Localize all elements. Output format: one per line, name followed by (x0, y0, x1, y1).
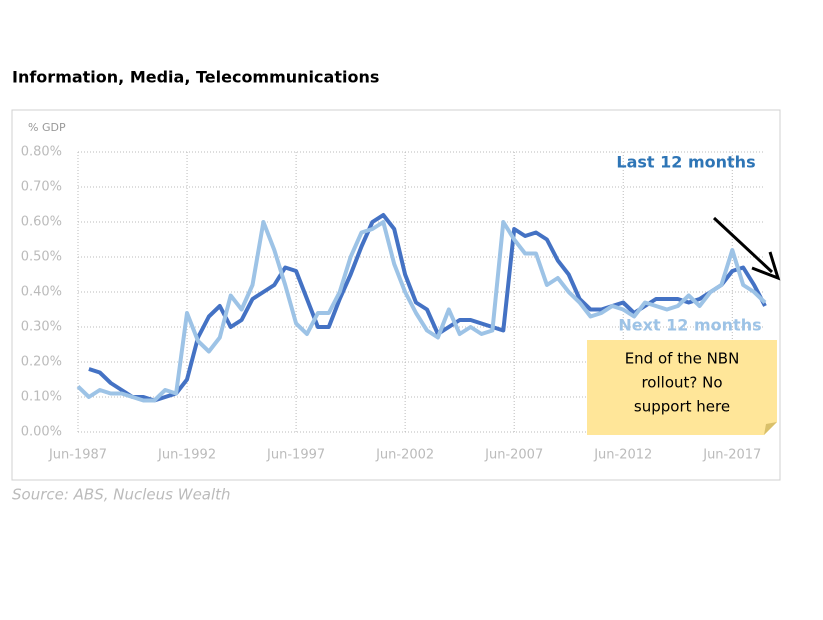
y-tick-label: 0.80% (21, 145, 62, 160)
y-tick-label: 0.50% (21, 250, 62, 265)
note-text: rollout? No (641, 374, 722, 392)
note-text: End of the NBN (625, 350, 740, 368)
x-tick-label: Jun-2012 (593, 448, 652, 463)
arrow (712, 216, 774, 274)
x-tick-label: Jun-1997 (266, 448, 325, 463)
y-tick-label: 0.10% (21, 390, 62, 405)
sticky-note (587, 340, 777, 435)
x-tick-label: Jun-2002 (375, 448, 434, 463)
x-tick-label: Jun-1987 (48, 448, 107, 463)
x-tick-label: Jun-2017 (702, 448, 761, 463)
y-tick-label: 0.40% (21, 285, 62, 300)
y-tick-label: 0.60% (21, 215, 62, 230)
note-text: support here (634, 398, 730, 416)
y-axis-label: % GDP (28, 121, 66, 134)
x-tick-label: Jun-1992 (157, 448, 216, 463)
series-label: Last 12 months (616, 153, 755, 172)
y-tick-label: 0.70% (21, 180, 62, 195)
x-tick-label: Jun-2007 (484, 448, 543, 463)
series-label: Next 12 months (618, 316, 761, 335)
y-tick-label: 0.00% (21, 425, 62, 440)
chart-title: Information, Media, Telecommunications (12, 68, 379, 87)
y-tick-label: 0.30% (21, 320, 62, 335)
note-fold (764, 422, 777, 435)
series-line (76, 220, 767, 403)
source: Source: ABS, Nucleus Wealth (12, 486, 231, 504)
y-tick-label: 0.20% (21, 355, 62, 370)
series-line (88, 213, 767, 403)
arrow-head (751, 251, 781, 281)
plot: 0.00% 0.10% 0.20% 0.30% 0.40% 0.50% 0.60% 0.70%… (21, 145, 767, 463)
